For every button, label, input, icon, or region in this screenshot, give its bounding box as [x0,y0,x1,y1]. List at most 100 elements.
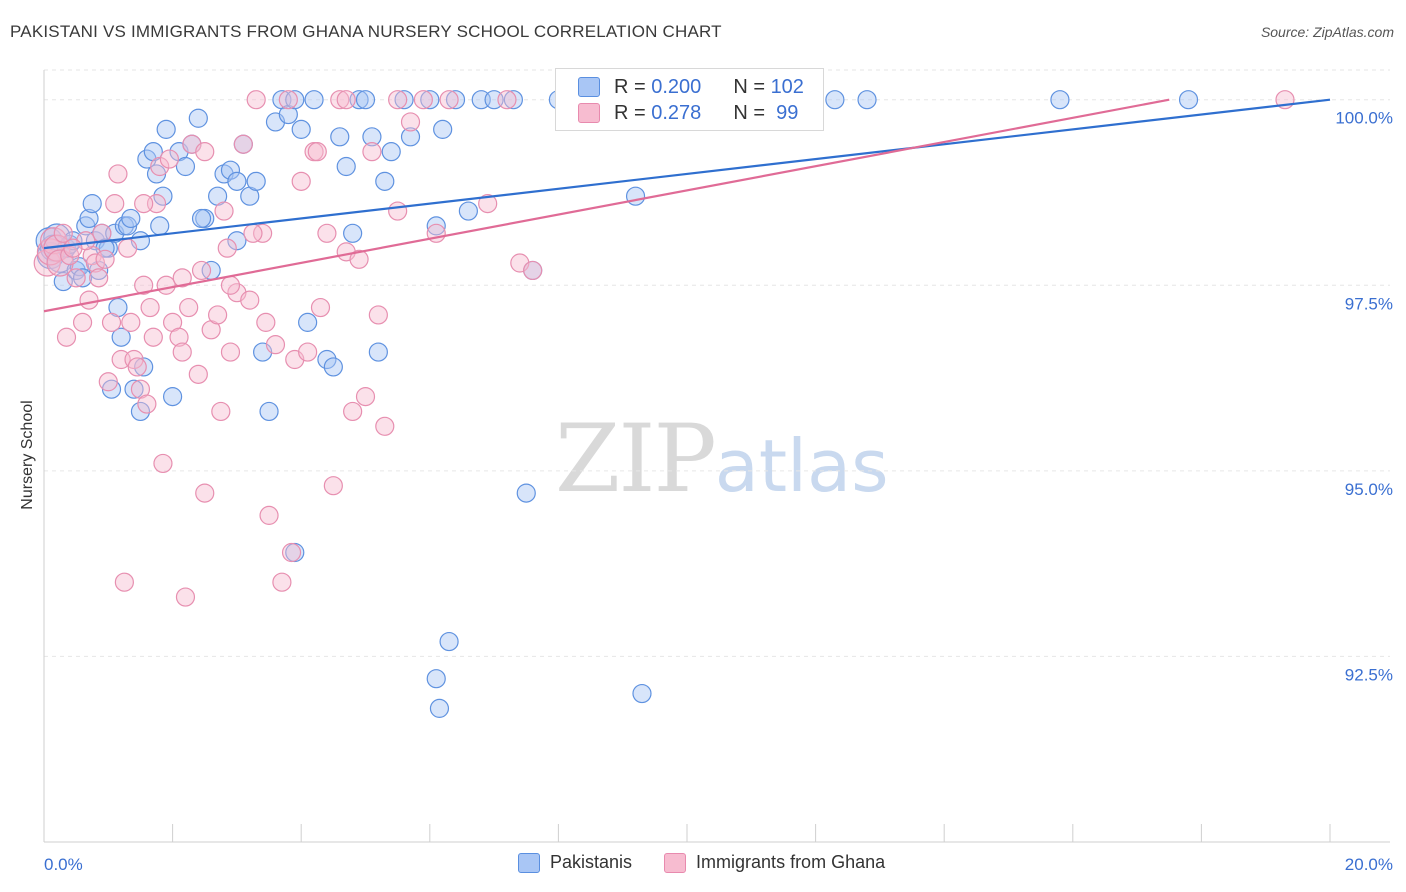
point-ghana [317,223,337,243]
point-ghana [220,275,241,295]
point-ghana [85,253,106,273]
point-ghana [253,223,273,243]
point-pakistanis [420,90,440,110]
point-ghana [413,90,433,110]
grid-lines [44,69,1390,657]
point-ghana [281,542,302,563]
point-ghana [89,268,109,288]
point-ghana [79,290,99,310]
point-ghana [214,201,234,221]
point-ghana [127,357,147,377]
point-ghana [56,327,77,347]
point-pakistanis [69,257,89,277]
point-ghana [72,312,93,332]
point-ghana [265,335,286,355]
point-ghana [323,476,343,496]
point-pakistanis [439,631,459,652]
point-pakistanis [368,342,388,362]
point-ghana [195,483,215,503]
point-ghana [98,372,118,392]
y-tick-label: 97.5% [1345,294,1393,313]
point-ghana [388,201,408,221]
point-ghana [153,453,173,474]
legend-swatch-blue [578,77,600,97]
y-tick-label: 92.5% [1345,665,1393,684]
point-pakistanis [433,119,453,139]
point-ghana [362,142,382,162]
legend-item-pakistanis: Pakistanis [518,852,632,873]
point-pakistanis [82,194,102,214]
point-pakistanis [304,90,324,110]
point-ghana [108,164,128,184]
chart-title: PAKISTANI VS IMMIGRANTS FROM GHANA NURSE… [10,22,722,41]
point-ghana [291,171,311,191]
point-pakistanis [227,171,247,191]
point-ghana [256,312,276,332]
axis-labels: 92.5% 95.0% 97.5% 100.0% 0.0% 20.0% [44,109,1393,874]
point-ghana [307,142,327,162]
point-pakistanis [381,142,401,162]
y-tick-label: 100.0% [1335,109,1393,128]
legend-r-value: 0.200 [651,75,702,98]
y-tick-label: 95.0% [1345,480,1393,499]
point-pakistanis [53,271,73,292]
point-ghana [400,112,421,132]
legend-r-label: R = [614,75,646,98]
point-ghana [310,297,331,318]
watermark: ZIPatlas [555,405,889,514]
legend-swatch-pink [578,103,600,123]
legend-n-label: N = [733,101,765,124]
point-ghana [497,90,517,110]
point-ghana [523,260,543,281]
point-ghana [195,142,215,162]
point-ghana [478,194,498,214]
point-pakistanis [632,683,652,704]
point-pakistanis [150,216,170,236]
trend-lines [43,98,1331,313]
point-pakistanis [426,216,446,236]
point-ghana [179,297,199,318]
point-pakistanis [163,387,183,407]
point-ghana [143,327,163,347]
point-pakistanis [400,127,421,147]
x-tick-label: 0.0% [44,855,83,874]
point-pakistanis [153,186,173,206]
source-label: Source: ZipAtlas.com [1260,24,1394,40]
point-pakistanis [503,90,523,110]
point-ghana [336,90,356,110]
point-pakistanis [175,156,196,177]
point-ghana [114,572,134,592]
series-legend: Pakistanis Immigrants from Ghana [518,852,917,873]
point-ghana [156,275,176,295]
point-ghana [172,342,192,362]
point-pakistanis [298,312,318,332]
point-pakistanis [317,349,337,370]
point-ghana [188,364,208,384]
point-pakistanis [516,483,536,503]
point-pakistanis [429,698,450,718]
legend-n-label: N = [733,75,765,98]
point-ghana [53,223,73,243]
point-ghana [355,387,376,407]
point-pakistanis [188,108,208,128]
point-ghana [349,249,369,269]
y-axis-label: Nursery School [19,400,36,510]
point-ghana [211,401,231,422]
point-pakistanis [375,171,395,191]
point-pakistanis [355,90,376,110]
point-ghana [240,290,260,310]
point-ghana [233,134,253,154]
legend-row-pakistanis: R = 0.200 N = 102 [578,75,804,99]
point-ghana [243,223,263,243]
point-ghana [101,312,122,332]
point-ghana [172,268,192,288]
point-ghana [63,238,83,258]
point-ghana [137,394,157,414]
point-pakistanis [124,379,144,399]
watermark-zip: ZIP [555,405,717,514]
point-pakistanis [156,119,176,139]
point-pakistanis [362,127,382,147]
point-ghana [368,305,388,325]
correlation-legend: R = 0.200 N = 102 R = 0.278 N = 99 [555,68,824,131]
